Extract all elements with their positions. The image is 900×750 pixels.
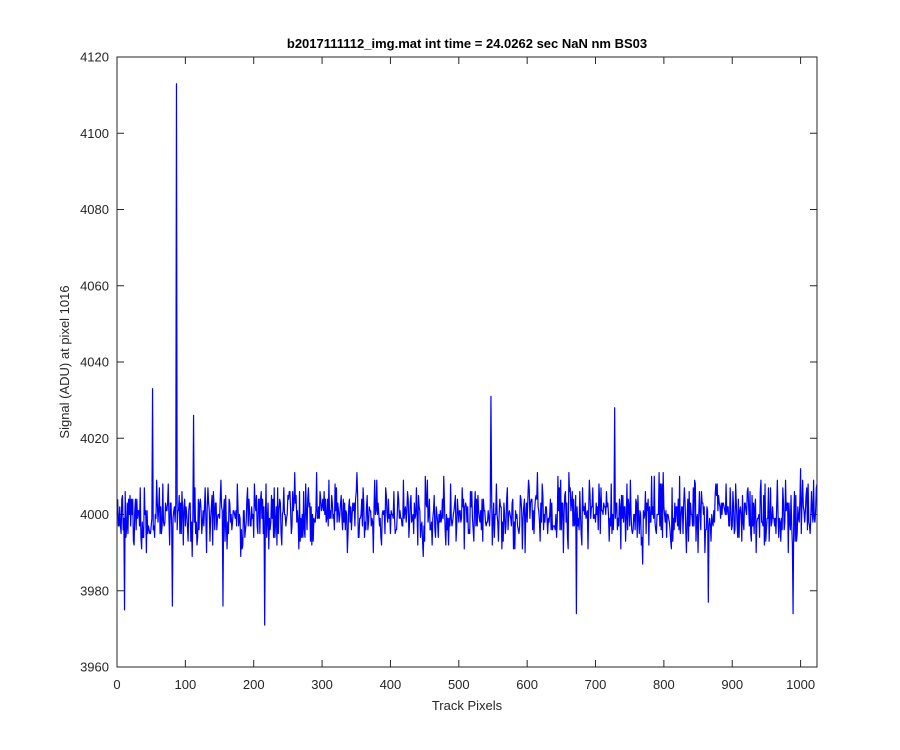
y-tick-label: 4020 (80, 431, 109, 446)
x-tick-label: 0 (113, 677, 120, 692)
x-tick-label: 200 (243, 677, 265, 692)
y-tick-label: 4080 (80, 202, 109, 217)
x-tick-label: 300 (311, 677, 333, 692)
axes-frame (116, 56, 818, 668)
x-axis-label: Track Pixels (432, 698, 503, 713)
y-ticks: 3960 3980 4000 4020 4040 4060 4080 4100 4120 (80, 50, 817, 675)
x-tick-label: 900 (721, 677, 743, 692)
x-tick-label: 500 (448, 677, 470, 692)
x-tick-label: 600 (516, 677, 538, 692)
y-axis-label: Signal (ADU) at pixel 1016 (57, 285, 72, 438)
chart-title: b2017111112_img.mat int time = 24.0262 s… (287, 36, 647, 51)
x-tick-label: 1000 (786, 677, 815, 692)
y-tick-label: 3960 (80, 660, 109, 675)
series-layer (117, 83, 818, 626)
y-tick-label: 4000 (80, 507, 109, 522)
x-tick-label: 100 (175, 677, 197, 692)
x-tick-label: 700 (585, 677, 607, 692)
x-ticks: 0 100 200 300 400 500 600 700 800 900 1000 (113, 57, 815, 692)
x-tick-label: 800 (653, 677, 675, 692)
y-tick-label: 4120 (80, 50, 109, 65)
axes-box (117, 57, 817, 667)
y-tick-label: 4060 (80, 278, 109, 293)
y-tick-label: 4040 (80, 355, 109, 370)
x-tick-label: 400 (380, 677, 402, 692)
signal-series-line (117, 83, 818, 626)
y-tick-label: 3980 (80, 583, 109, 598)
y-tick-label: 4100 (80, 126, 109, 141)
plot-area: 0 100 200 300 400 500 600 700 800 900 1000 3960 398… (80, 50, 818, 692)
